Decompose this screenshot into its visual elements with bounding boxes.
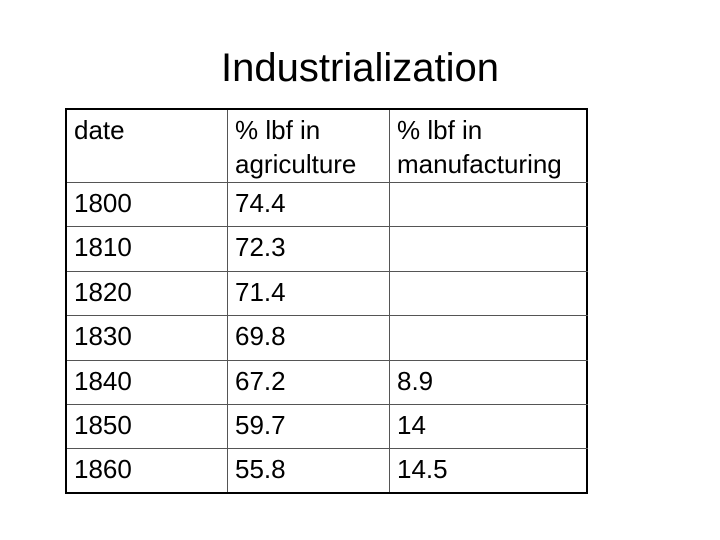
table-cell: 1850 <box>67 405 228 450</box>
table-cell: 59.7 <box>228 405 390 450</box>
table-cell: 69.8 <box>228 316 390 361</box>
header-cell: date <box>67 110 228 183</box>
table-cell: 1820 <box>67 271 228 317</box>
table-cell: 1860 <box>67 449 228 492</box>
table-cell: 1810 <box>67 227 228 272</box>
header-cell: % lbf in manufacturing <box>390 110 588 183</box>
header-cell: % lbf in agriculture <box>228 110 390 183</box>
table-cell: 1800 <box>67 183 228 228</box>
table-cell <box>390 272 588 317</box>
table-cell <box>390 316 588 361</box>
slide-title: Industrialization <box>221 46 499 90</box>
table-cell <box>390 227 588 272</box>
table-cell: 67.2 <box>228 360 390 405</box>
table-cell: 1830 <box>67 316 228 361</box>
table-cell: 14.5 <box>397 454 448 485</box>
table-cell: 8.9 <box>390 361 588 405</box>
table-cell: 14 <box>390 405 588 450</box>
table: date% lbf in agriculture% lbf in manufac… <box>65 108 588 494</box>
table-cell: 55.8 <box>228 449 390 492</box>
table-cell <box>390 183 588 228</box>
table-cell: 72.3 <box>228 227 390 272</box>
table-cell: 1840 <box>67 360 228 405</box>
table-cell: 71.4 <box>228 271 390 317</box>
table-cell: 74.4 <box>228 183 390 228</box>
